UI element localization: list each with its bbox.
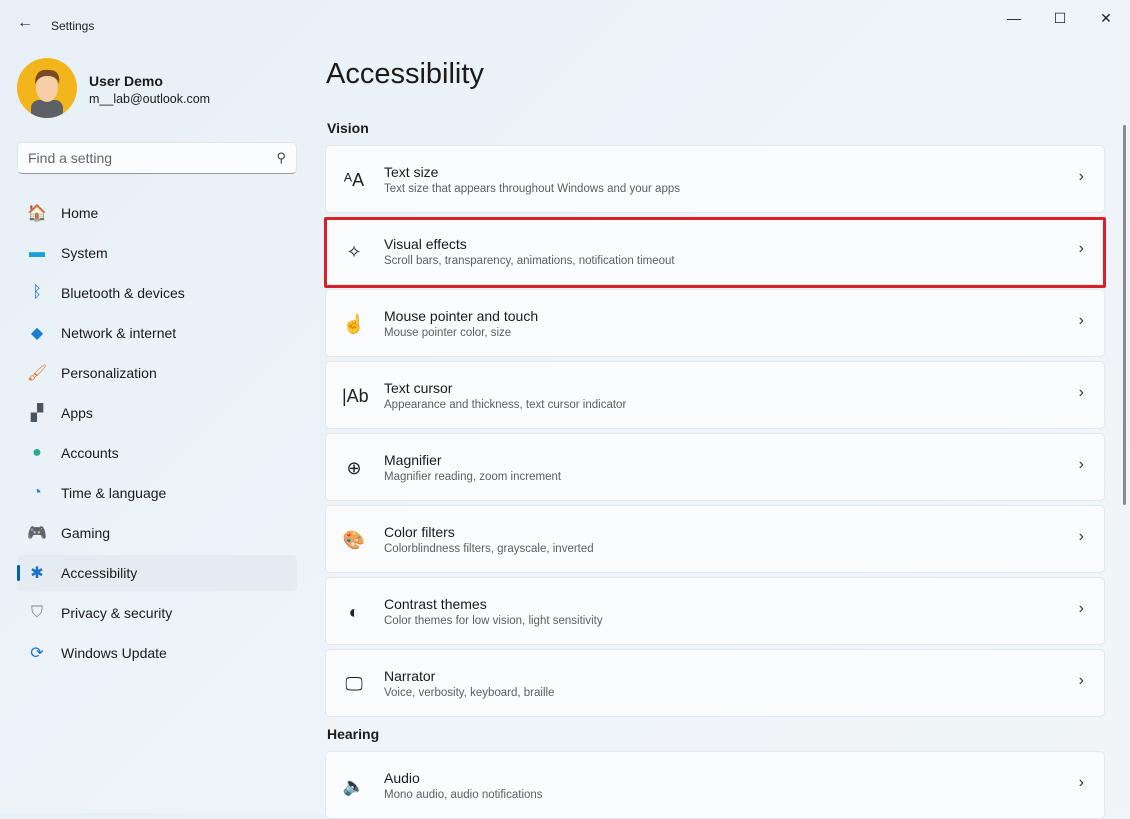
sidebar-item-label: Network & internet [61,325,177,341]
sidebar-item-label: Windows Update [61,645,167,661]
sidebar-item-time-language[interactable]: ◔ Time & language [17,475,297,511]
sidebar-item-label: Home [61,205,99,221]
palette-icon: 🎨 [342,530,366,550]
card-title: Audio [384,770,420,786]
card-subtitle: Mono audio, audio notifications [384,789,543,801]
app-title: Settings [51,19,95,33]
chevron-right-icon: › [1078,312,1084,329]
contrast-icon: ◐ [348,602,360,622]
pointer-touch-icon: ☝ [342,314,366,334]
search-icon[interactable]: ⚲ [276,150,286,165]
sidebar-item-network-internet[interactable]: ◆ Network & internet [17,315,297,351]
text-cursor-icon: |Ab [342,386,369,406]
sidebar-item-accounts[interactable]: ● Accounts [17,435,297,471]
speaker-icon: 🔈 [342,776,366,796]
section-heading: Hearing [327,726,380,742]
sparkle-icon: ✧ [346,242,362,262]
maximize-button[interactable]: ☐ [1053,10,1067,26]
chevron-right-icon: › [1078,168,1084,185]
clock-globe-icon: ◔ [32,484,42,501]
system-icon: ▬ [29,244,45,261]
bluetooth-icon: ᛒ [32,284,42,301]
sidebar-item-label: System [61,245,108,261]
setting-card-color-filters[interactable]: 🎨 Color filters Colorblindness filters, gr… [325,505,1105,573]
setting-card-text-cursor[interactable]: |Ab Text cursor Appearance and thickness, … [325,361,1105,429]
section-heading: Vision [327,120,369,136]
card-title: Contrast themes [384,596,487,612]
search-placeholder: Find a setting [28,150,113,166]
card-subtitle: Magnifier reading, zoom increment [384,471,562,483]
chevron-right-icon: › [1078,384,1084,401]
sidebar-item-label: Bluetooth & devices [61,285,185,301]
magnifier-icon: ⊕ [346,458,362,478]
scrollbar[interactable] [1123,125,1126,505]
page-title: Accessibility [326,58,484,90]
sidebar-item-label: Privacy & security [61,605,173,621]
sidebar-item-bluetooth-devices[interactable]: ᛒ Bluetooth & devices [17,275,297,311]
user-email: m__lab@outlook.com [89,92,211,106]
sidebar-item-label: Accounts [61,445,119,461]
sidebar-item-label: Gaming [61,525,111,541]
gamepad-icon: 🎮 [27,525,47,542]
setting-card-narrator[interactable]: 🖵 Narrator Voice, verbosity, keyboard, bra… [325,649,1105,717]
card-title: Narrator [384,668,436,684]
sidebar-item-personalization[interactable]: 🖌 Personalization [17,355,297,391]
sidebar-item-gaming[interactable]: 🎮 Gaming [17,515,297,551]
text-size-icon: ᴬA [343,170,365,190]
setting-card-mouse-pointer-and-touch[interactable]: ☝ Mouse pointer and touch Mouse pointer co… [325,289,1105,357]
card-subtitle: Text size that appears throughout Window… [384,183,680,195]
user-name: User Demo [89,73,163,89]
accounts-icon: ● [32,444,42,461]
wifi-icon: ◆ [30,325,44,342]
update-icon: ⟳ [30,645,44,662]
card-subtitle: Color themes for low vision, light sensi… [384,615,603,627]
card-subtitle: Voice, verbosity, keyboard, braille [384,687,555,699]
sidebar-item-apps[interactable]: ▞ Apps [17,395,297,431]
sidebar-item-accessibility[interactable]: ✱ Accessibility [17,555,297,591]
avatar[interactable] [17,58,77,118]
search-input[interactable]: Find a setting ⚲ [17,142,297,174]
home-icon: 🏠 [27,205,47,222]
sidebar-item-system[interactable]: ▬ System [17,235,297,271]
avatar-image [31,69,63,118]
card-subtitle: Colorblindness filters, grayscale, inver… [384,543,594,555]
apps-icon: ▞ [30,405,44,422]
accessibility-icon: ✱ [30,565,44,582]
shield-icon: ⛉ [30,604,43,621]
card-title: Magnifier [384,452,442,468]
sidebar-item-windows-update[interactable]: ⟳ Windows Update [17,635,297,671]
chevron-right-icon: › [1078,600,1084,617]
chevron-right-icon: › [1078,528,1084,545]
card-subtitle: Scroll bars, transparency, animations, n… [384,255,675,267]
card-title: Visual effects [384,236,467,252]
sidebar-item-privacy-security[interactable]: ⛉ Privacy & security [17,595,297,631]
sidebar-item-label: Accessibility [61,565,138,581]
minimize-button[interactable]: — [1007,10,1021,26]
setting-card-visual-effects[interactable]: ✧ Visual effects Scroll bars, transparency… [325,217,1105,285]
setting-card-magnifier[interactable]: ⊕ Magnifier Magnifier reading, zoom increm… [325,433,1105,501]
chevron-right-icon: › [1078,672,1084,689]
setting-card-contrast-themes[interactable]: ◐ Contrast themes Color themes for low vis… [325,577,1105,645]
sidebar-nav: 🏠 Home ▬ System ᛒ Bluetooth & devices ◆ Network… [17,195,297,675]
title-bar: ← Settings — ☐ ✕ [0,0,1130,50]
chevron-right-icon: › [1078,240,1084,257]
close-button[interactable]: ✕ [1100,10,1112,26]
brush-icon: 🖌 [26,365,48,382]
card-title: Color filters [384,524,455,540]
setting-card-text-size[interactable]: ᴬA Text size Text size that appears throug… [325,145,1105,213]
card-subtitle: Mouse pointer color, size [384,327,512,339]
card-title: Text size [384,164,439,180]
sidebar-item-label: Apps [61,405,93,421]
card-subtitle: Appearance and thickness, text cursor in… [384,399,627,411]
card-title: Mouse pointer and touch [384,308,539,324]
card-title: Text cursor [384,380,453,396]
setting-card-audio[interactable]: 🔈 Audio Mono audio, audio notifications › [325,751,1105,819]
chevron-right-icon: › [1078,774,1084,791]
narrator-icon: 🖵 [345,674,363,694]
sidebar-item-label: Personalization [61,365,157,381]
chevron-right-icon: › [1078,456,1084,473]
sidebar-item-home[interactable]: 🏠 Home [17,195,297,231]
back-button[interactable]: ← [17,14,33,31]
sidebar-item-label: Time & language [61,485,167,501]
